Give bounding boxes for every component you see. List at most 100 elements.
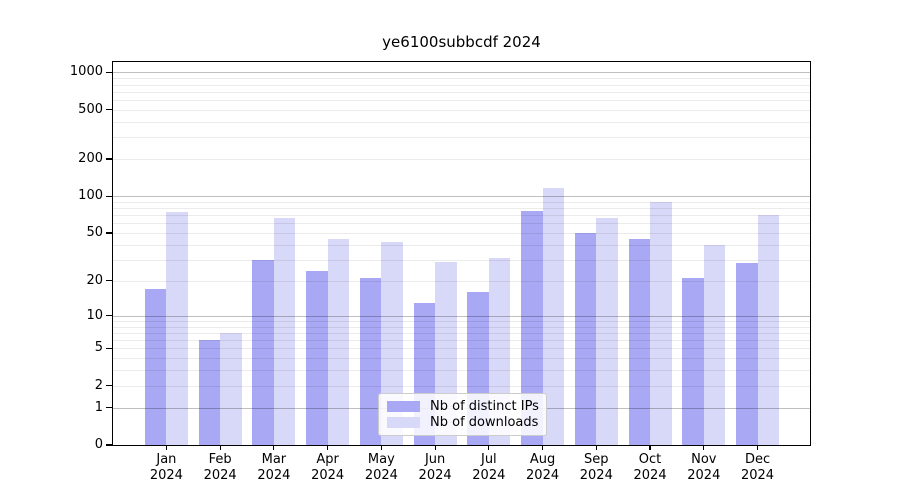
gridline-minor-7 xyxy=(113,332,810,334)
x-tick-apr xyxy=(327,445,329,450)
x-label-year-sep: 2024 xyxy=(579,468,613,483)
x-tick-label-jun: Jun 2024 xyxy=(403,452,467,484)
x-tick-jun xyxy=(434,445,436,450)
bar-apr-downloads xyxy=(327,238,350,445)
plot-area xyxy=(112,61,811,446)
x-label-year-nov: 2024 xyxy=(687,468,721,483)
gridline-minor-800 xyxy=(113,84,810,86)
y-tick-label-500: 500 xyxy=(78,101,103,117)
y-tick-50 xyxy=(106,232,113,234)
x-tick-may xyxy=(380,445,382,450)
bar-sep-ips xyxy=(574,233,597,445)
x-label-year-jul: 2024 xyxy=(472,468,506,483)
gridline-minor-400 xyxy=(113,121,810,123)
x-tick-jan xyxy=(165,445,167,450)
x-label-month-mar: Mar xyxy=(261,452,287,467)
y-tick-label-50: 50 xyxy=(86,225,103,240)
x-tick-label-aug: Aug 2024 xyxy=(511,452,575,484)
legend-swatch-downloads xyxy=(387,417,420,429)
y-tick-label-200: 200 xyxy=(78,151,103,167)
gridline-minor-700 xyxy=(113,91,810,93)
y-tick-100 xyxy=(106,195,113,197)
legend-label-distinct-ips: Nb of distinct IPs xyxy=(430,398,539,414)
bar-feb-downloads xyxy=(220,332,242,445)
x-label-month-may: May xyxy=(367,452,395,467)
gridline-minor-30 xyxy=(113,259,810,261)
bar-jan-downloads xyxy=(166,211,188,445)
x-tick-label-nov: Nov 2024 xyxy=(672,452,736,484)
x-tick-label-jan: Jan 2024 xyxy=(134,452,198,484)
bar-may-ips xyxy=(359,278,382,445)
x-label-month-dec: Dec xyxy=(744,452,771,467)
y-tick-label-100: 100 xyxy=(78,188,103,204)
x-label-year-apr: 2024 xyxy=(311,468,345,483)
bar-aug-downloads xyxy=(542,187,565,445)
x-label-month-sep: Sep xyxy=(584,452,609,467)
bar-sep-downloads xyxy=(596,218,618,445)
gridline-minor-2 xyxy=(113,385,810,387)
x-tick-label-apr: Apr 2024 xyxy=(296,452,360,484)
y-tick-1000 xyxy=(106,71,113,74)
y-tick-0 xyxy=(106,444,113,446)
x-tick-feb xyxy=(219,445,221,450)
x-tick-label-may: May 2024 xyxy=(349,452,413,484)
y-tick-label-2: 2 xyxy=(94,377,103,393)
bar-oct-ips xyxy=(628,238,651,445)
x-label-year-aug: 2024 xyxy=(526,468,560,483)
y-tick-2 xyxy=(106,385,113,387)
x-tick-label-oct: Oct 2024 xyxy=(618,452,682,484)
x-tick-aug xyxy=(541,445,544,450)
y-tick-label-10: 10 xyxy=(86,307,103,323)
y-tick-200 xyxy=(106,158,113,160)
gridline-major-100 xyxy=(113,196,810,198)
gridline-minor-50 xyxy=(113,233,810,234)
gridline-minor-900 xyxy=(113,78,810,80)
x-tick-dec xyxy=(756,445,759,450)
x-label-year-jan: 2024 xyxy=(149,468,183,483)
gridline-minor-60 xyxy=(113,223,810,225)
bar-feb-ips xyxy=(198,340,221,445)
bar-oct-downloads xyxy=(650,201,672,445)
x-tick-label-jul: Jul 2024 xyxy=(457,452,521,484)
x-tick-label-dec: Dec 2024 xyxy=(726,452,790,484)
x-label-month-jan: Jan xyxy=(156,452,177,467)
bar-mar-ips xyxy=(252,259,274,445)
x-tick-label-mar: Mar 2024 xyxy=(242,452,306,484)
y-tick-label-0: 0 xyxy=(94,437,103,452)
y-tick-label-1: 1 xyxy=(94,399,103,415)
gridline-minor-90 xyxy=(113,201,810,203)
bar-mar-downloads xyxy=(273,218,296,445)
y-tick-label-20: 20 xyxy=(86,272,103,288)
gridline-major-10 xyxy=(113,315,810,317)
x-label-year-may: 2024 xyxy=(364,468,398,483)
gridline-minor-8 xyxy=(113,326,810,328)
x-label-month-feb: Feb xyxy=(208,452,232,467)
x-tick-jul xyxy=(488,445,490,450)
y-tick-5 xyxy=(106,347,113,349)
bar-dec-downloads xyxy=(757,215,780,445)
x-label-year-feb: 2024 xyxy=(203,468,237,483)
gridline-minor-600 xyxy=(113,99,810,101)
gridline-minor-3 xyxy=(113,370,810,372)
legend: Nb of distinct IPs Nb of downloads xyxy=(378,393,547,436)
x-label-year-jun: 2024 xyxy=(418,468,452,483)
gridline-minor-40 xyxy=(113,244,810,246)
x-label-month-jul: Jul xyxy=(480,452,497,467)
x-label-year-mar: 2024 xyxy=(257,468,291,483)
x-label-month-jun: Jun xyxy=(424,452,446,467)
chart-title: ye6100subbcdf 2024 xyxy=(382,33,541,51)
y-tick-1 xyxy=(106,407,113,409)
x-tick-oct xyxy=(649,445,651,450)
x-tick-label-sep: Sep 2024 xyxy=(564,452,628,484)
y-tick-500 xyxy=(106,109,113,111)
gridline-minor-300 xyxy=(113,137,810,139)
bar-jan-ips xyxy=(144,289,167,445)
gridline-minor-80 xyxy=(113,208,810,210)
gridline-minor-70 xyxy=(113,215,810,217)
x-tick-sep xyxy=(595,445,597,450)
x-label-year-dec: 2024 xyxy=(740,468,775,483)
x-label-month-aug: Aug xyxy=(529,452,556,467)
x-tick-label-feb: Feb 2024 xyxy=(188,452,252,484)
bar-dec-ips xyxy=(736,263,758,445)
